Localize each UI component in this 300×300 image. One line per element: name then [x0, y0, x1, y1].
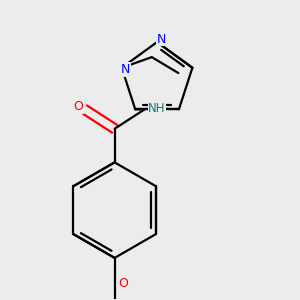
Text: N: N: [121, 63, 130, 76]
Text: N: N: [157, 33, 166, 46]
Text: O: O: [118, 277, 128, 290]
Text: O: O: [73, 100, 83, 113]
Text: NH: NH: [148, 102, 166, 115]
